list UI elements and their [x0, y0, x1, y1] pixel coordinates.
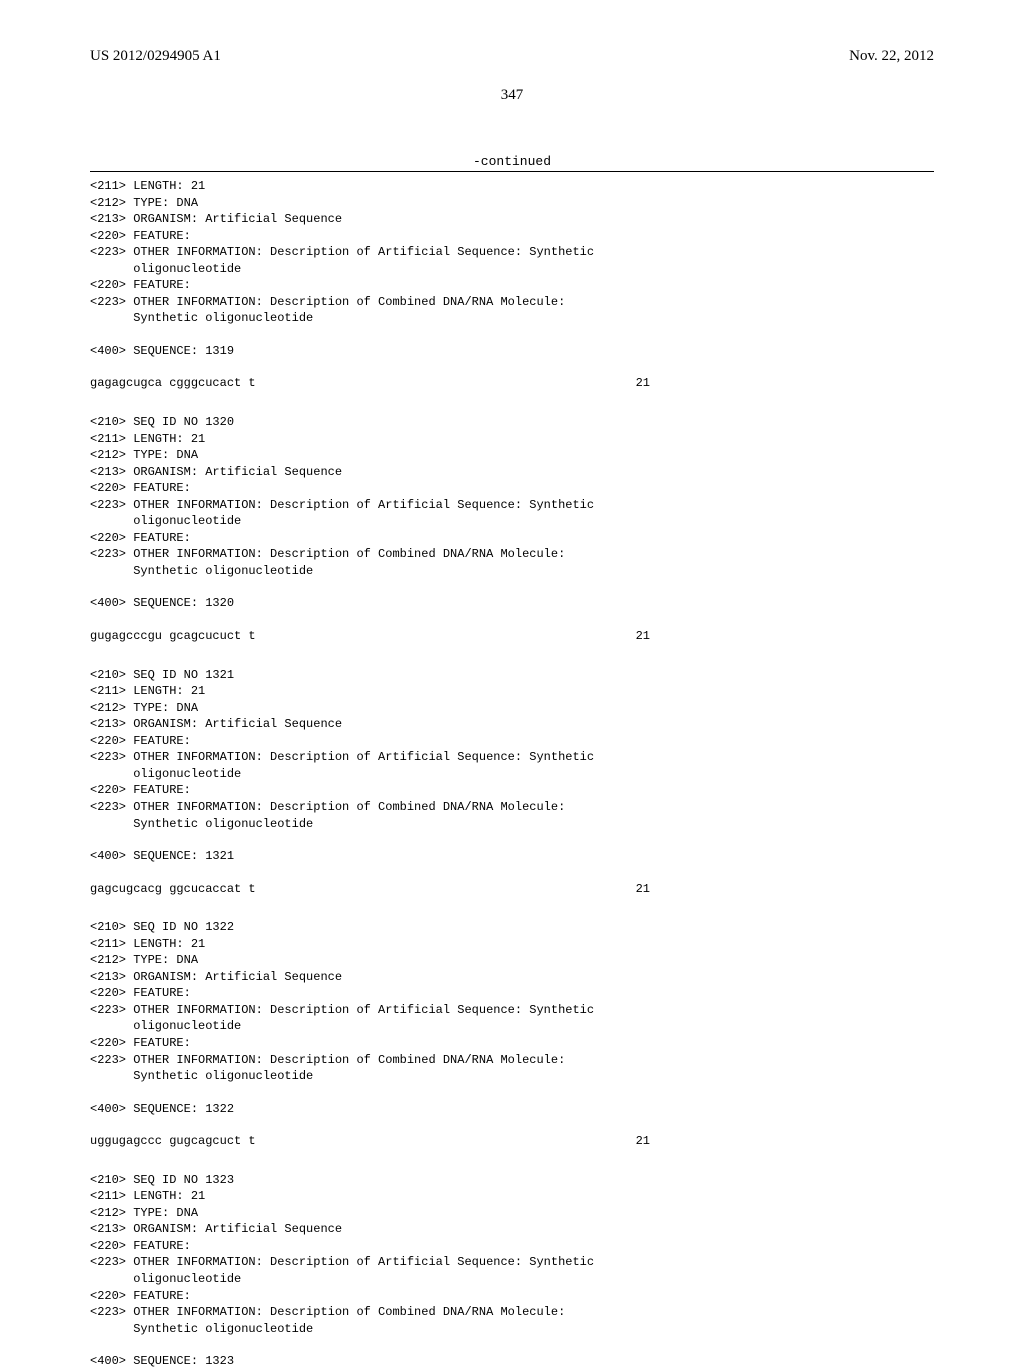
sequence-label: <400> SEQUENCE: 1319 [90, 343, 934, 360]
listing-line: <220> FEATURE: [90, 480, 934, 497]
listing-line: <223> OTHER INFORMATION: Description of … [90, 749, 934, 766]
gap [90, 832, 934, 848]
gap [90, 1085, 934, 1101]
listing-line: <220> FEATURE: [90, 1238, 934, 1255]
sequence-row: uggugagccc gugcagcuct t 21 [90, 1133, 650, 1150]
listing-line: <210> SEQ ID NO 1320 [90, 414, 934, 431]
listing-line: oligonucleotide [90, 1018, 934, 1035]
listing-line: <210> SEQ ID NO 1322 [90, 919, 934, 936]
listing-line: Synthetic oligonucleotide [90, 1068, 934, 1085]
listing-line: <211> LENGTH: 21 [90, 431, 934, 448]
listing-line: oligonucleotide [90, 513, 934, 530]
gap [90, 1337, 934, 1353]
listing-line: <220> FEATURE: [90, 530, 934, 547]
sequence-text: uggugagccc gugcagcuct t [90, 1133, 256, 1150]
listing-line: <220> FEATURE: [90, 733, 934, 750]
listing-line: Synthetic oligonucleotide [90, 310, 934, 327]
listing-line: <223> OTHER INFORMATION: Description of … [90, 244, 934, 261]
listing-line: Synthetic oligonucleotide [90, 1321, 934, 1338]
gap [90, 327, 934, 343]
gap [90, 897, 934, 919]
sequence-text: gugagcccgu gcagcucuct t [90, 628, 256, 645]
listing-line: <211> LENGTH: 21 [90, 178, 934, 195]
listing-line: <223> OTHER INFORMATION: Description of … [90, 1052, 934, 1069]
listing-line: <220> FEATURE: [90, 1035, 934, 1052]
listing-line: <213> ORGANISM: Artificial Sequence [90, 1221, 934, 1238]
listing-line: <213> ORGANISM: Artificial Sequence [90, 969, 934, 986]
page-number: 347 [90, 87, 934, 104]
listing-line: <220> FEATURE: [90, 985, 934, 1002]
sequence-label: <400> SEQUENCE: 1323 [90, 1353, 934, 1370]
sequence-text: gagagcugca cgggcucact t [90, 375, 256, 392]
listing-line: <220> FEATURE: [90, 228, 934, 245]
publication-number: US 2012/0294905 A1 [90, 48, 221, 65]
listing-line: <211> LENGTH: 21 [90, 936, 934, 953]
listing-line: <212> TYPE: DNA [90, 195, 934, 212]
listing-line: <213> ORGANISM: Artificial Sequence [90, 464, 934, 481]
sequence-listing: <211> LENGTH: 21<212> TYPE: DNA<213> ORG… [90, 178, 934, 1370]
listing-line: <212> TYPE: DNA [90, 447, 934, 464]
sequence-row: gagcugcacg ggcucaccat t 21 [90, 881, 650, 898]
gap [90, 1150, 934, 1172]
gap [90, 645, 934, 667]
listing-line: <223> OTHER INFORMATION: Description of … [90, 1304, 934, 1321]
listing-line: <213> ORGANISM: Artificial Sequence [90, 716, 934, 733]
gap [90, 359, 934, 375]
listing-line: <210> SEQ ID NO 1323 [90, 1172, 934, 1189]
sequence-length: 21 [636, 375, 650, 392]
continued-label: -continued [90, 154, 934, 169]
listing-line: Synthetic oligonucleotide [90, 816, 934, 833]
listing-line: oligonucleotide [90, 1271, 934, 1288]
sequence-label: <400> SEQUENCE: 1321 [90, 848, 934, 865]
sequence-row: gugagcccgu gcagcucuct t 21 [90, 628, 650, 645]
listing-line: oligonucleotide [90, 261, 934, 278]
sequence-row: gagagcugca cgggcucact t 21 [90, 375, 650, 392]
listing-line: <220> FEATURE: [90, 782, 934, 799]
horizontal-rule [90, 171, 934, 172]
sequence-length: 21 [636, 1133, 650, 1150]
listing-line: <212> TYPE: DNA [90, 1205, 934, 1222]
sequence-label: <400> SEQUENCE: 1320 [90, 595, 934, 612]
sequence-label: <400> SEQUENCE: 1322 [90, 1101, 934, 1118]
listing-line: <223> OTHER INFORMATION: Description of … [90, 546, 934, 563]
gap [90, 865, 934, 881]
sequence-length: 21 [636, 881, 650, 898]
sequence-length: 21 [636, 628, 650, 645]
listing-line: <223> OTHER INFORMATION: Description of … [90, 799, 934, 816]
listing-line: <213> ORGANISM: Artificial Sequence [90, 211, 934, 228]
listing-line: <223> OTHER INFORMATION: Description of … [90, 1002, 934, 1019]
sequence-text: gagcugcacg ggcucaccat t [90, 881, 256, 898]
listing-line: <220> FEATURE: [90, 1288, 934, 1305]
listing-line: <220> FEATURE: [90, 277, 934, 294]
gap [90, 1117, 934, 1133]
gap [90, 392, 934, 414]
listing-line: <223> OTHER INFORMATION: Description of … [90, 497, 934, 514]
listing-line: <211> LENGTH: 21 [90, 1188, 934, 1205]
listing-line: <211> LENGTH: 21 [90, 683, 934, 700]
listing-line: oligonucleotide [90, 766, 934, 783]
listing-line: <210> SEQ ID NO 1321 [90, 667, 934, 684]
listing-line: <223> OTHER INFORMATION: Description of … [90, 294, 934, 311]
publication-date: Nov. 22, 2012 [849, 48, 934, 65]
page: US 2012/0294905 A1 Nov. 22, 2012 347 -co… [0, 0, 1024, 1320]
gap [90, 579, 934, 595]
gap [90, 612, 934, 628]
page-header: US 2012/0294905 A1 Nov. 22, 2012 [90, 48, 934, 65]
listing-line: Synthetic oligonucleotide [90, 563, 934, 580]
listing-line: <212> TYPE: DNA [90, 700, 934, 717]
listing-line: <212> TYPE: DNA [90, 952, 934, 969]
listing-line: <223> OTHER INFORMATION: Description of … [90, 1254, 934, 1271]
